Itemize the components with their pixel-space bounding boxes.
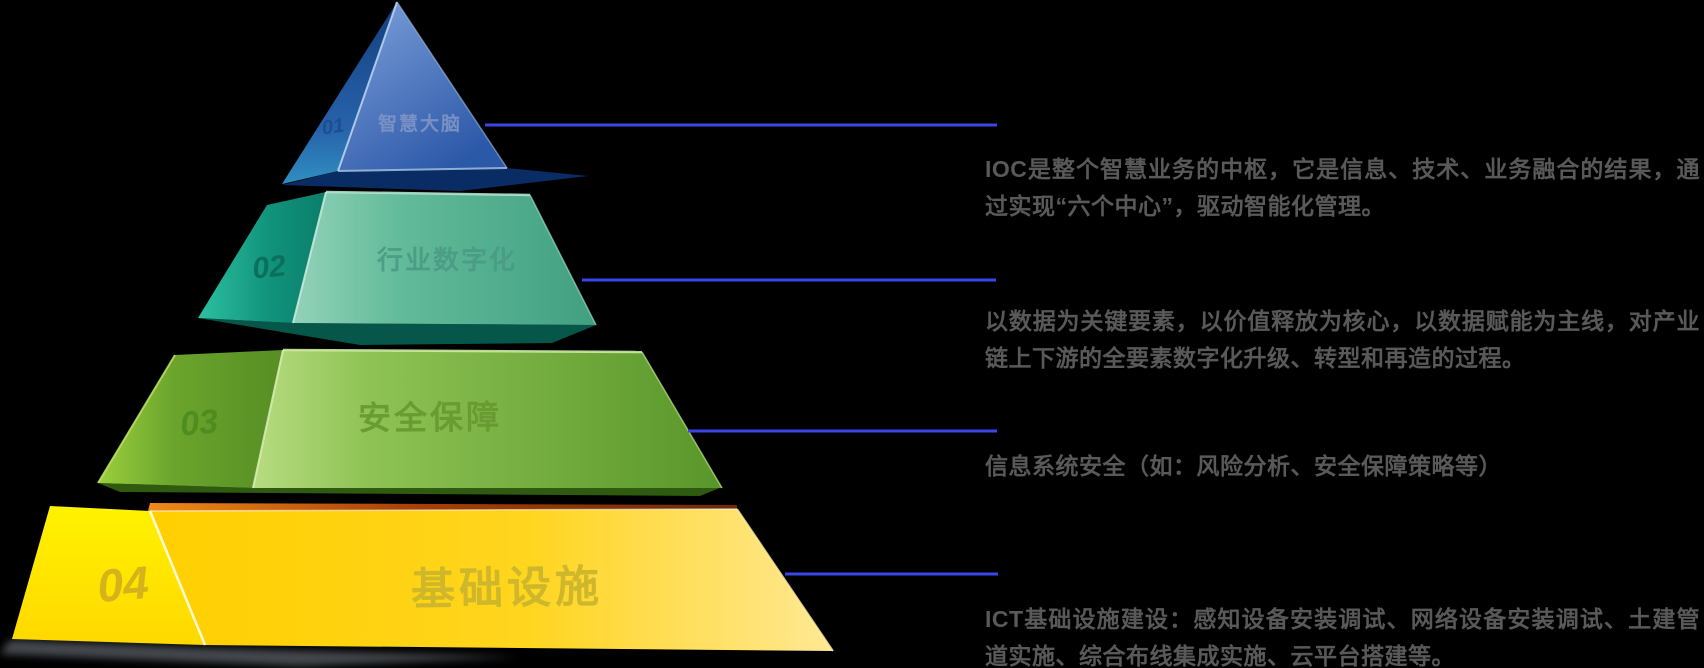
level-3-fold-highlight [252,349,284,489]
level-1-label: 智慧大脑 [378,112,462,135]
level-2-label: 行业数字化 [376,245,517,275]
level-1-side-face [282,2,397,184]
annotation-text-3: 信息系统安全（如：风险分析、安全保障策略等） [985,453,1502,479]
level-2-right-edge-highlight [529,194,597,326]
pyramid-level-1: 01 智慧大脑 [282,1,588,191]
level-3-front-face [253,350,722,488]
level-2-top-highlight [325,190,531,197]
level-4-fold-highlight [148,510,207,646]
level-4-top-highlight [149,508,738,512]
level-4-side-face [12,506,205,645]
annotation-text-4: ICT基础设施建设：感知设备安装调试、网络设备安装调试、土建管道实施、综合布线集… [985,606,1700,668]
pyramid-ground-shadow [0,640,520,666]
level-3-top-highlight [282,348,643,354]
level-3-side-face [98,350,283,488]
level-2-side-face [198,192,326,323]
level-3-left-edge-highlight [97,354,176,484]
level-2-front-face [293,192,596,325]
level-1-bottom-highlight [337,167,508,172]
level-3-right-edge-highlight [641,351,723,489]
level-3-number: 03 [179,402,220,443]
level-3-underside [98,483,722,496]
level-2-underside [198,318,596,345]
level-1-fold-highlight [337,1,398,172]
level-1-right-edge-highlight [396,1,508,169]
level-4-label: 基础设施 [411,562,604,614]
level-1-number: 01 [320,115,345,140]
level-2-number: 02 [251,249,288,285]
pyramid-level-2: 02 行业数字化 [198,190,597,345]
pyramid-level-3: 03 安全保障 [97,348,723,496]
level-1-underside [282,168,588,191]
level-4-number: 04 [95,556,151,612]
annotation-text-2: 以数据为关键要素，以价值释放为核心，以数据赋能为主线，对产业链上下游的全要素数字… [985,308,1700,371]
annotation-text-1: IOC是整个智慧业务的中枢，它是信息、技术、业务融合的结果，通过实现“六个中心”… [985,156,1700,219]
level-1-front-face [338,2,507,171]
pyramid-level-4: 04 基础设施 [12,503,834,652]
level-4-front-face [150,509,833,651]
level-2-fold-highlight [292,191,327,324]
level-3-label: 安全保障 [358,398,502,436]
level-4-right-edge-highlight [736,508,834,652]
